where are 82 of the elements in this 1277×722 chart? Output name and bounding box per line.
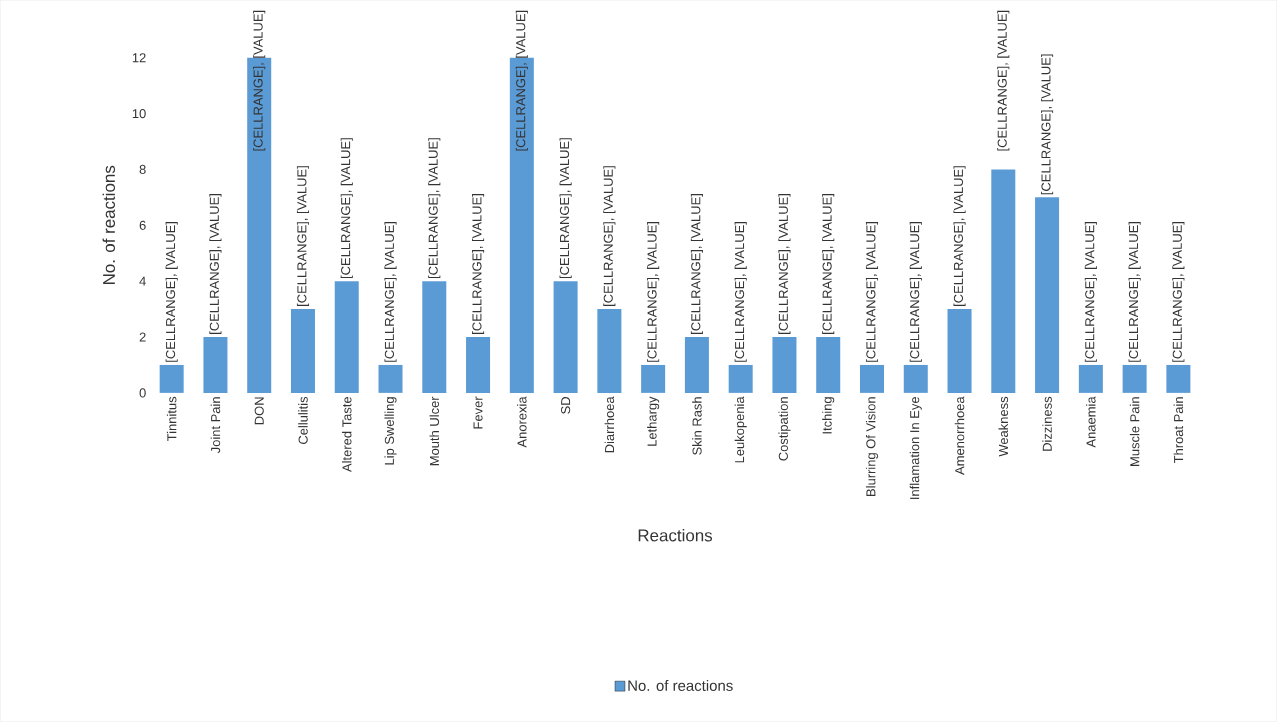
- bar: [684, 337, 709, 393]
- bar: [816, 337, 841, 393]
- data-label: [CELLRANGE], [VALUE]: [734, 222, 747, 362]
- x-tick-label: Costipation: [778, 397, 791, 461]
- y-tick-label: 2: [139, 332, 146, 342]
- x-tick-label: Amenorrhoea: [954, 396, 965, 476]
- x-tick-label: Weakness: [998, 396, 1009, 457]
- x-tick-label: Fever: [473, 396, 483, 429]
- data-label: [CELLRANGE], [VALUE]: [472, 194, 485, 335]
- x-tick-label: Dizziness: [1042, 397, 1052, 451]
- data-label: [CELLRANGE], [VALUE]: [865, 222, 879, 362]
- x-tick-label: Altered Taste: [341, 397, 352, 473]
- data-label: [CELLRANGE], [VALUE]: [1128, 222, 1141, 362]
- x-tick-label: DON: [254, 397, 264, 425]
- data-label: [CELLRANGE], [VALUE]: [428, 138, 441, 279]
- x-tick-label: Itching: [822, 397, 835, 434]
- data-label: [CELLRANGE], [VALUE]: [165, 222, 178, 362]
- x-tick-label: Diarrhoea: [604, 396, 615, 453]
- bar: [859, 365, 884, 393]
- bar: [1035, 197, 1060, 393]
- bar: [1166, 365, 1191, 393]
- bar: [553, 281, 578, 393]
- x-tick-label: Muscle Pain: [1129, 397, 1140, 467]
- legend-label: No. of reactions: [628, 680, 733, 692]
- x-tick-label: Throat Pain: [1173, 397, 1184, 464]
- x-tick-label: Lethargy: [647, 396, 660, 446]
- data-label: [CELLRANGE], [VALUE]: [997, 10, 1010, 151]
- y-axis-title: No. of reactions: [102, 165, 115, 285]
- y-tick-label: 12: [132, 53, 146, 63]
- x-tick-label: Anaemia: [1086, 396, 1096, 448]
- bar: [290, 309, 315, 393]
- data-label: [CELLRANGE], [VALUE]: [690, 194, 703, 335]
- data-label: [CELLRANGE], [VALUE]: [647, 222, 660, 362]
- x-tick-label: Blurring Of Vision: [865, 397, 879, 497]
- bar: [422, 281, 447, 393]
- x-tick-label: Mouth Ulcer: [429, 396, 440, 466]
- data-label: [CELLRANGE], [VALUE]: [384, 222, 397, 362]
- x-axis-title: Reactions: [638, 529, 713, 542]
- data-label: [CELLRANGE], [VALUE]: [209, 194, 222, 335]
- bar: [203, 337, 228, 393]
- x-tick-label: Leukopenia: [734, 396, 747, 463]
- data-label: [CELLRANGE], [VALUE]: [296, 166, 310, 307]
- bar: [772, 337, 797, 393]
- data-label: [CELLRANGE], [VALUE]: [340, 138, 353, 279]
- bar: [159, 365, 184, 393]
- bar: [1078, 365, 1103, 393]
- x-tick-label: Lip Swelling: [384, 397, 397, 465]
- data-label: [CELLRANGE], [VALUE]: [1041, 54, 1054, 195]
- data-label: [CELLRANGE], [VALUE]: [603, 166, 616, 307]
- bar: [1122, 365, 1147, 393]
- y-tick-label: 6: [139, 220, 146, 231]
- data-label: [CELLRANGE], [VALUE]: [822, 194, 835, 335]
- bar: [466, 337, 491, 393]
- bar: [991, 169, 1016, 393]
- bar: [947, 309, 972, 393]
- data-label: [CELLRANGE], [VALUE]: [1172, 222, 1185, 362]
- bar: [728, 365, 753, 393]
- data-label: [CELLRANGE], [VALUE]: [515, 10, 528, 151]
- x-tick-label: Cellulitis: [298, 397, 308, 445]
- bar: [597, 309, 622, 393]
- data-label: [CELLRANGE], [VALUE]: [778, 194, 791, 335]
- y-tick-label: 10: [132, 109, 146, 119]
- data-label: [CELLRANGE], [VALUE]: [1084, 222, 1097, 362]
- y-tick-label: 8: [139, 164, 146, 175]
- y-tick-label: 4: [139, 276, 146, 286]
- bar: [903, 365, 928, 393]
- x-tick-label: Tinnitus: [166, 396, 177, 442]
- data-label: [CELLRANGE], [VALUE]: [953, 166, 966, 307]
- data-label: [CELLRANGE], [VALUE]: [253, 10, 266, 151]
- x-tick-label: Joint Pain: [210, 397, 221, 454]
- y-tick-label: 0: [139, 388, 146, 398]
- x-tick-label: Anorexia: [517, 396, 527, 448]
- data-label: [CELLRANGE], [VALUE]: [559, 138, 572, 279]
- bar: [641, 365, 666, 393]
- x-tick-label: Skin Rash: [692, 397, 702, 455]
- bar: [247, 57, 272, 393]
- bar: [378, 365, 403, 393]
- bar: [509, 57, 534, 393]
- data-label: [CELLRANGE], [VALUE]: [909, 222, 922, 362]
- x-tick-label: SD: [561, 397, 571, 414]
- bar: [334, 281, 359, 393]
- x-tick-label: Inflamation In Eye: [909, 397, 922, 500]
